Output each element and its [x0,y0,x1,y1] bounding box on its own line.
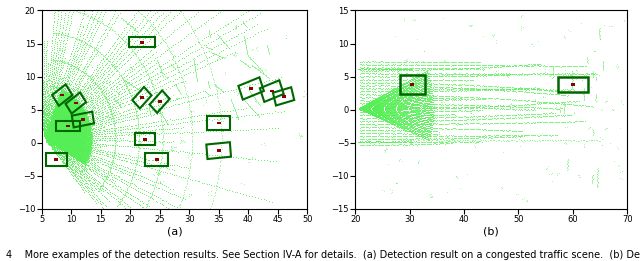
Bar [269,90,274,92]
Bar [143,138,147,141]
Bar [282,95,285,98]
Bar [54,158,58,161]
Bar [60,94,65,96]
Bar [140,96,144,99]
X-axis label: (a): (a) [166,227,182,237]
Bar [81,118,85,121]
Bar [571,83,575,86]
Bar [157,100,162,103]
Bar [155,158,159,161]
Text: 4    More examples of the detection results. See Section IV-A for details.  (a) : 4 More examples of the detection results… [6,250,640,260]
Bar [410,83,414,86]
Bar [74,102,78,104]
X-axis label: (b): (b) [483,227,499,237]
Bar [216,149,221,152]
Bar [66,125,70,127]
Bar [140,41,144,44]
Bar [249,87,253,90]
Bar [216,122,221,124]
